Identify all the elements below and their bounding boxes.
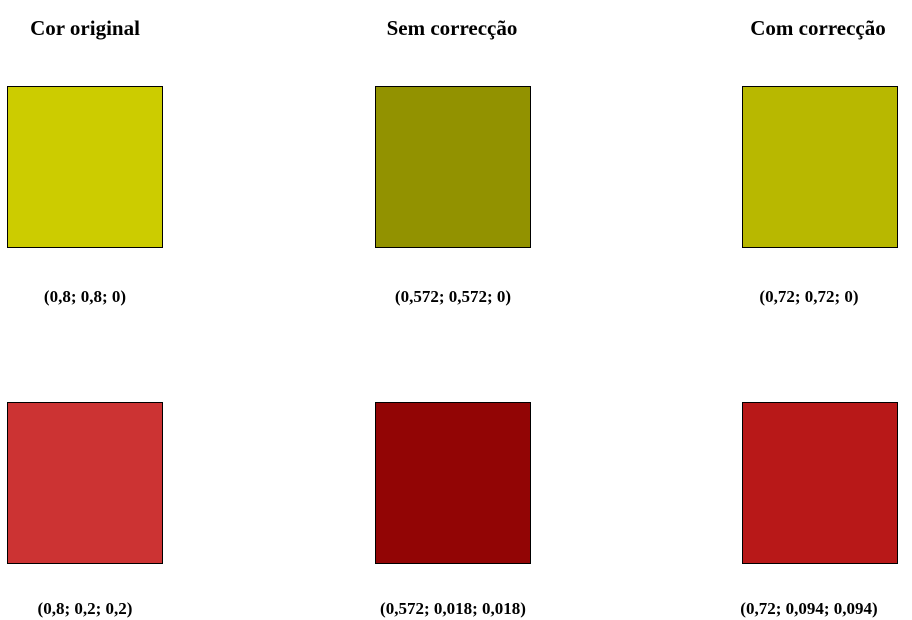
swatch-red-without-correction xyxy=(375,402,531,564)
swatch-yellow-with-correction xyxy=(742,86,898,248)
swatch-yellow-original xyxy=(7,86,163,248)
label-red-without-correction: (0,572; 0,018; 0,018) xyxy=(380,599,526,618)
swatch-red-with-correction xyxy=(742,402,898,564)
header-with-correction: Com correcção xyxy=(750,16,886,40)
label-yellow-with-correction: (0,72; 0,72; 0) xyxy=(759,287,859,306)
label-red-with-correction: (0,72; 0,094; 0,094) xyxy=(740,599,878,618)
label-red-original: (0,8; 0,2; 0,2) xyxy=(37,599,133,618)
label-yellow-original: (0,8; 0,8; 0) xyxy=(43,287,127,306)
swatch-red-original xyxy=(7,402,163,564)
label-yellow-without-correction: (0,572; 0,572; 0) xyxy=(394,287,512,306)
header-without-correction: Sem correcção xyxy=(386,16,518,40)
header-original: Cor original xyxy=(30,16,140,40)
swatch-yellow-without-correction xyxy=(375,86,531,248)
